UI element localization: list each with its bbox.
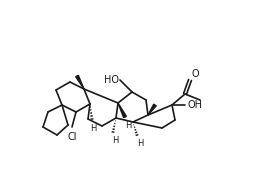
Text: H: H — [137, 139, 143, 148]
Polygon shape — [148, 104, 156, 115]
Polygon shape — [118, 103, 126, 118]
Text: H: H — [125, 121, 131, 130]
Text: OH: OH — [187, 100, 202, 110]
Text: HO: HO — [104, 75, 119, 85]
Polygon shape — [76, 75, 84, 89]
Text: Cl: Cl — [67, 132, 77, 142]
Text: O: O — [191, 69, 199, 79]
Text: H: H — [90, 124, 96, 133]
Text: H: H — [112, 136, 118, 145]
